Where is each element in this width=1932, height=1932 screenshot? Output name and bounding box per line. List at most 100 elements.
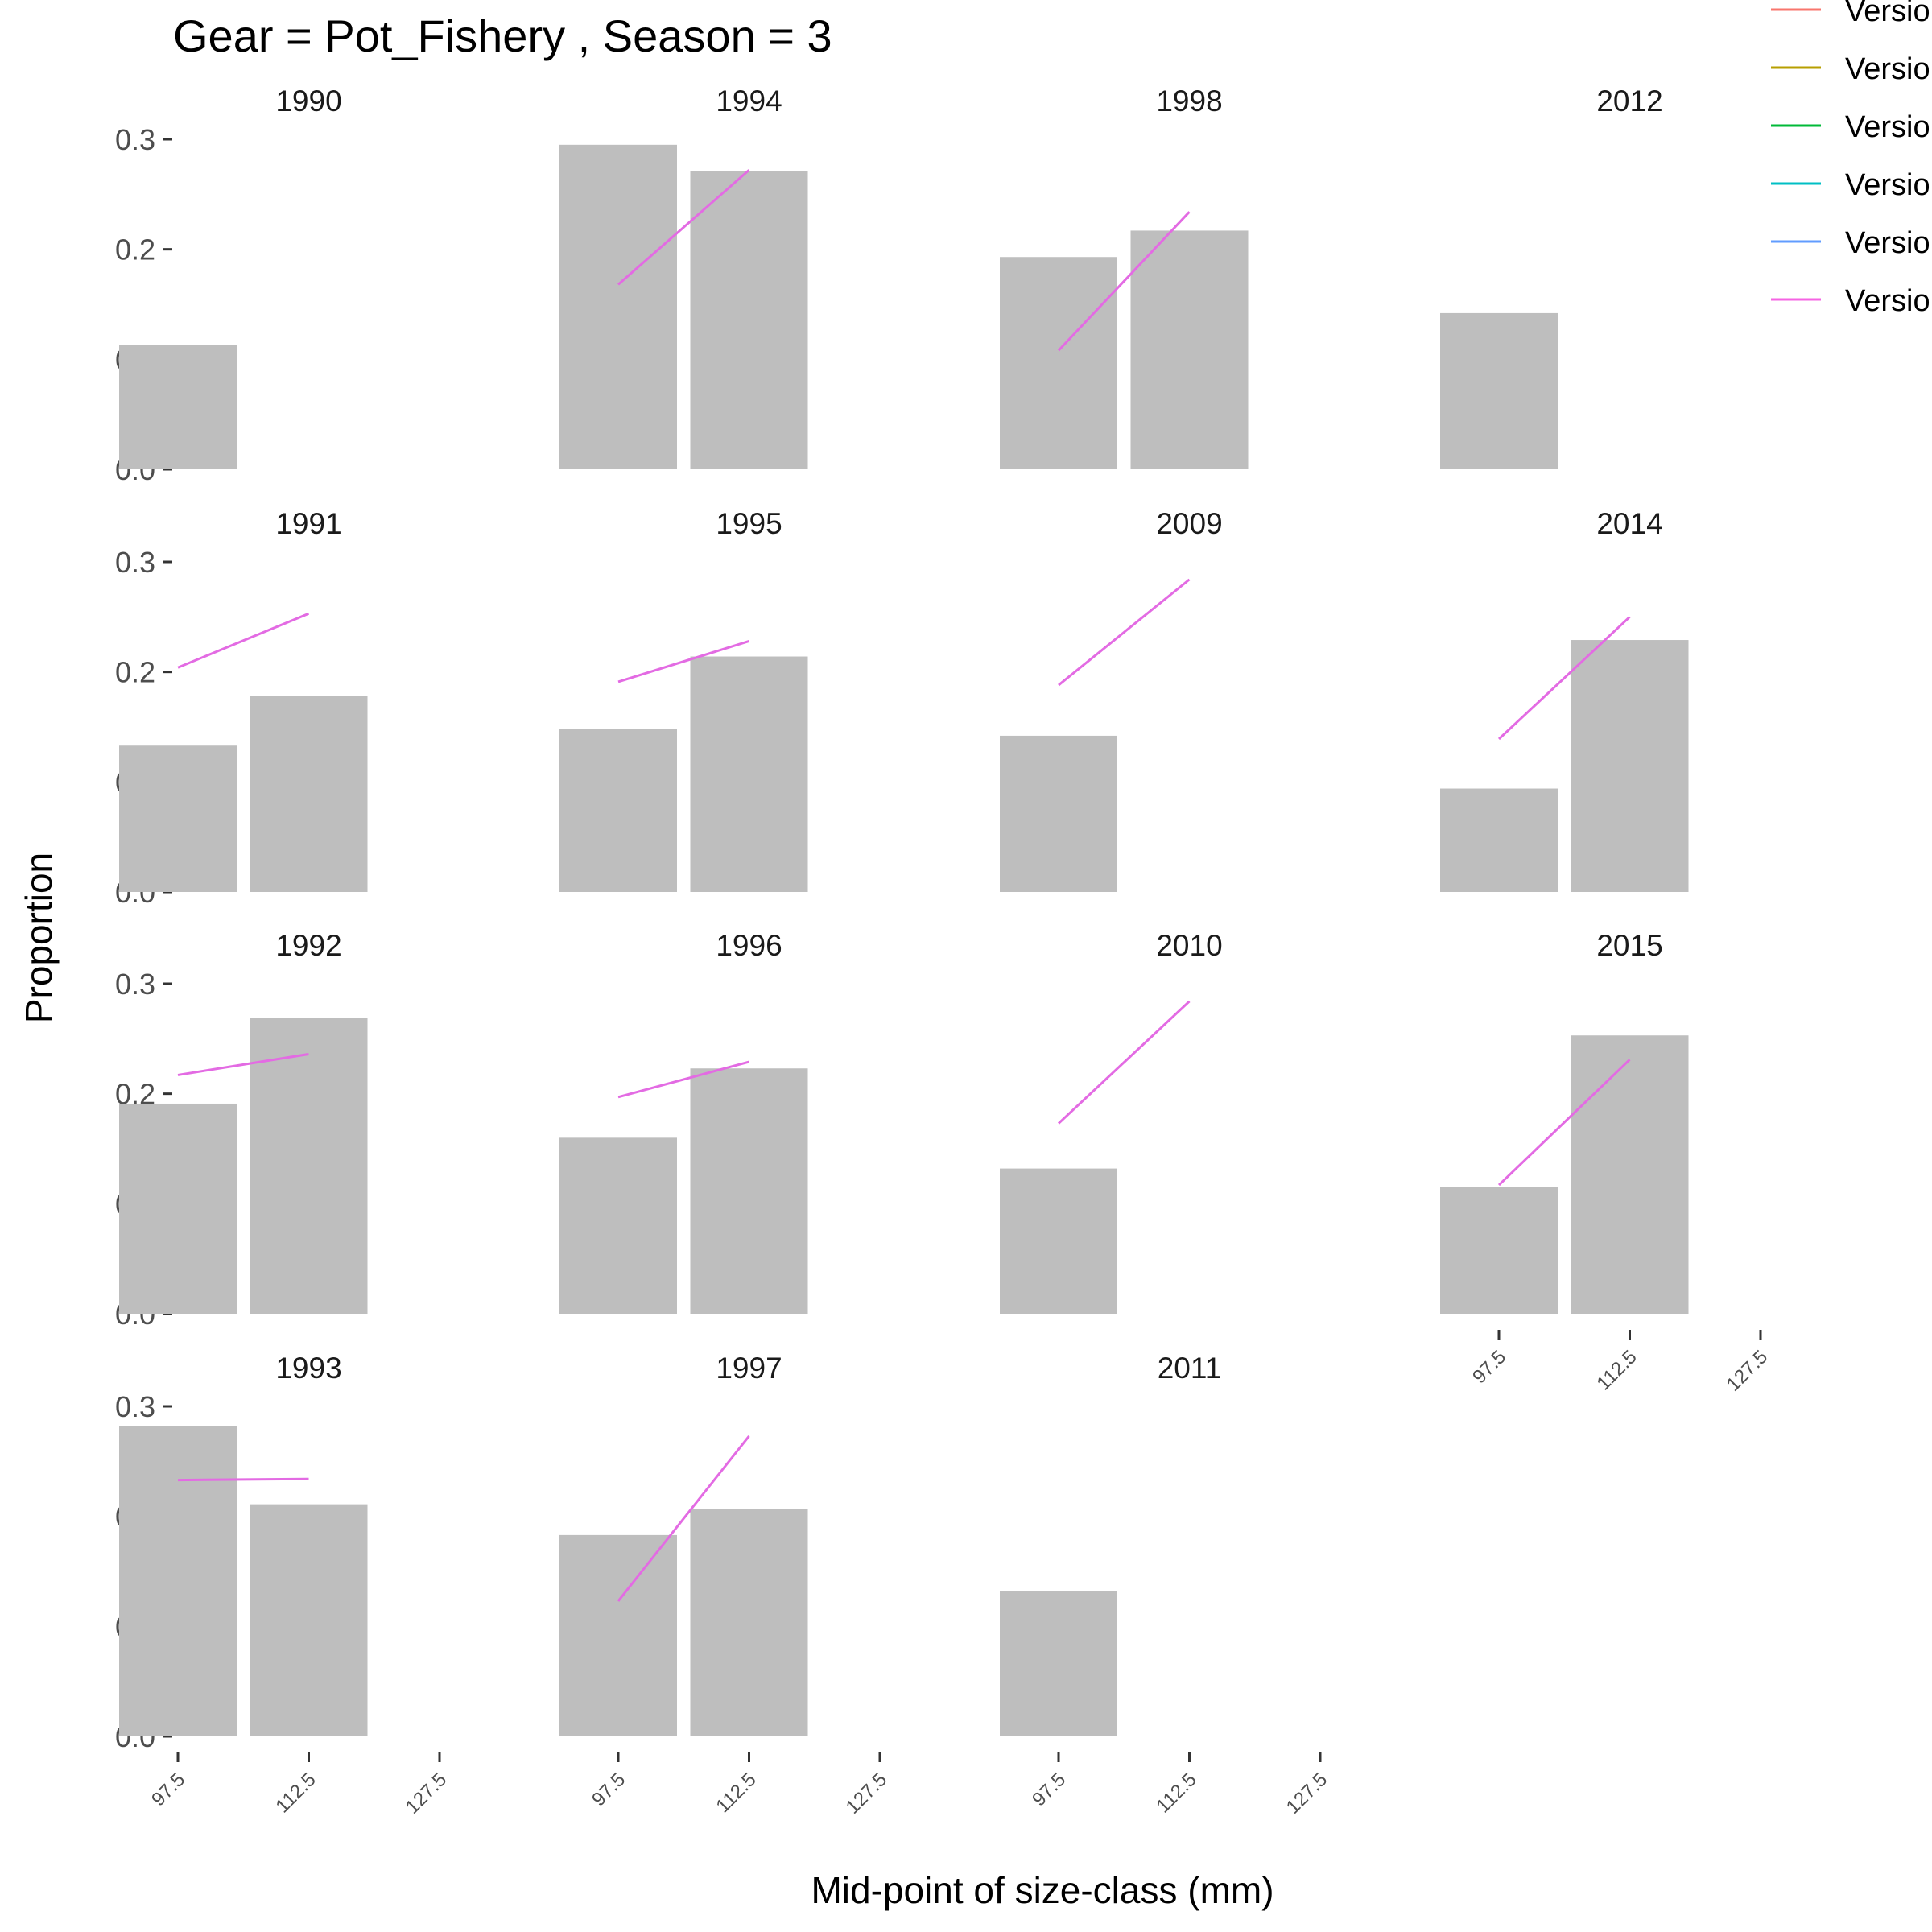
legend-item: Versio	[1771, 52, 1930, 86]
x-tick-label: 97.5	[1028, 1769, 1070, 1810]
bar	[690, 171, 808, 469]
legend-label: Versio	[1845, 52, 1930, 86]
legend-label: Versio	[1845, 110, 1930, 144]
y-axis-title: Proportion	[18, 852, 60, 1023]
facet-strip-label: 2009	[1156, 507, 1222, 540]
facet-panel-1994: 1994	[559, 85, 808, 470]
facet-panel-1995: 1995	[559, 507, 808, 892]
legend-item: Versio	[1771, 110, 1930, 144]
bar	[1571, 1035, 1689, 1314]
facet-strip-label: 1997	[716, 1352, 782, 1385]
facet-strip-label: 1992	[275, 929, 341, 962]
bar	[1440, 312, 1558, 469]
bar	[1440, 1187, 1558, 1314]
bar	[1130, 230, 1249, 469]
bar	[559, 1534, 677, 1736]
bar	[119, 1426, 237, 1736]
facet-strip-label: 1990	[275, 85, 341, 118]
fit-line	[617, 1435, 750, 1602]
legend-item: Versio	[1771, 168, 1930, 202]
bar	[250, 696, 368, 892]
y-tick-label: 0.3	[115, 1390, 155, 1423]
bar	[559, 1137, 677, 1314]
x-tick-label: 112.5	[271, 1769, 320, 1817]
bar	[119, 345, 237, 469]
fit-line	[617, 169, 750, 286]
x-tick-label: 127.5	[402, 1769, 452, 1818]
x-tick-label: 127.5	[1723, 1346, 1773, 1396]
legend-label: Versio	[1845, 168, 1930, 202]
fit-line	[177, 1477, 309, 1482]
facet-strip-label: 2011	[1158, 1352, 1222, 1385]
x-tick-label: 112.5	[1592, 1346, 1641, 1394]
legend: Versio Versio Versio Versio Versio Versio	[1771, 0, 1930, 318]
bar	[559, 729, 677, 892]
y-tick-label: 0.3	[115, 968, 155, 1001]
y-tick-label: 0.2	[115, 233, 155, 266]
bar	[690, 656, 808, 892]
facet-panels: 19900.00.10.20.319941998201219910.00.10.…	[115, 85, 1772, 1818]
facet-strip-label: 2010	[1156, 929, 1222, 962]
fit-line	[177, 612, 310, 669]
fit-line	[617, 639, 749, 683]
x-tick-label: 97.5	[147, 1769, 189, 1810]
fit-line	[1497, 1059, 1631, 1187]
fit-line	[1497, 616, 1631, 741]
facet-panel-2012: 2012	[1440, 85, 1663, 469]
legend-item: Versio	[1771, 0, 1930, 28]
facet-strip-label: 1994	[716, 85, 782, 118]
facet-panel-1997: 1997 97.5 112.5 127.5	[559, 1352, 891, 1818]
bar	[690, 1509, 808, 1736]
x-tick-label: 127.5	[842, 1769, 892, 1818]
y-tick-label: 0.3	[115, 123, 155, 156]
facet-panel-2009: 2009	[1000, 507, 1223, 892]
x-axis-title: Mid-point of size-class (mm)	[811, 1869, 1274, 1911]
bar	[119, 745, 237, 892]
x-tick-label: 112.5	[1152, 1769, 1200, 1817]
facet-panel-1998: 1998	[1000, 85, 1249, 469]
facet-strip-label: 1993	[275, 1352, 341, 1385]
fit-line	[1057, 211, 1191, 352]
legend-item: Versio	[1771, 226, 1930, 260]
y-tick-label: 0.3	[115, 546, 155, 579]
facet-panel-2010: 2010	[1000, 929, 1223, 1314]
bar	[1571, 640, 1689, 892]
bar	[1000, 1168, 1117, 1314]
facet-strip-label: 2012	[1596, 85, 1662, 118]
bar	[690, 1068, 808, 1314]
x-tick-label: 97.5	[588, 1769, 630, 1810]
bar	[1000, 257, 1117, 469]
bar	[1440, 788, 1558, 892]
bar	[559, 144, 677, 470]
facet-strip-label: 1995	[716, 507, 782, 540]
x-tick-label: 97.5	[1468, 1346, 1510, 1388]
legend-label: Versio	[1845, 226, 1930, 260]
bar	[250, 1504, 368, 1736]
facet-panel-2011: 2011 97.5 112.5 127.5	[1000, 1352, 1331, 1818]
fit-line	[617, 1060, 749, 1099]
fit-line	[1058, 578, 1191, 687]
bar	[1000, 735, 1117, 892]
facet-strip-label: 2014	[1596, 507, 1662, 540]
bar	[250, 1018, 368, 1314]
bar	[119, 1103, 237, 1314]
facet-strip-label: 2015	[1596, 929, 1662, 962]
bar	[1000, 1591, 1117, 1736]
chart-title: Gear = Pot_Fishery , Season = 3	[173, 10, 832, 61]
facet-strip-label: 1991	[275, 507, 341, 540]
x-tick-label: 112.5	[712, 1769, 760, 1817]
facet-panel-2014: 2014	[1440, 507, 1689, 892]
facet-panel-2015: 2015 97.5 112.5 127.5	[1440, 929, 1772, 1396]
facet-panel-1996: 1996	[559, 929, 808, 1314]
fit-line	[1057, 1000, 1191, 1125]
legend-label: Versio	[1845, 284, 1930, 318]
facet-strip-label: 1996	[716, 929, 782, 962]
legend-item: Versio	[1771, 284, 1930, 318]
y-tick-label: 0.2	[115, 656, 155, 689]
legend-label: Versio	[1845, 0, 1930, 28]
